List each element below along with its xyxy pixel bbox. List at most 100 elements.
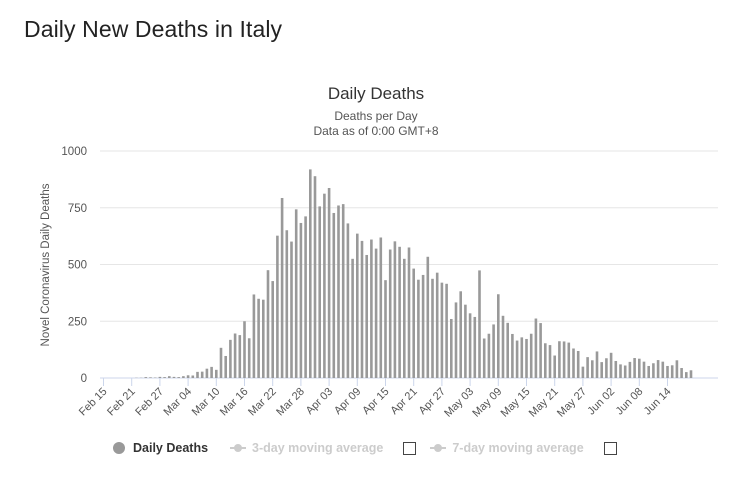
bar[interactable] [219,347,223,378]
bar[interactable] [243,321,246,378]
bar[interactable] [257,298,260,378]
bar[interactable] [576,350,580,378]
bar[interactable] [252,294,256,378]
bar[interactable] [341,204,345,378]
bar[interactable] [515,340,519,378]
bar[interactable] [440,282,444,378]
bar[interactable] [374,248,378,378]
bar[interactable] [172,376,176,378]
bar[interactable] [553,355,556,378]
bar[interactable] [271,281,274,378]
bar[interactable] [379,237,383,378]
bar[interactable] [666,365,669,378]
bar[interactable] [356,233,359,378]
legend-item-3day-average[interactable]: 3-day moving average [230,441,383,455]
bar[interactable] [215,369,218,378]
bar[interactable] [680,368,683,378]
bar[interactable] [459,291,462,378]
bar[interactable] [525,338,528,378]
bar[interactable] [506,322,509,378]
bar[interactable] [487,333,491,378]
bar[interactable] [205,368,209,378]
bar[interactable] [454,302,458,378]
bar[interactable] [365,254,368,378]
bar[interactable] [168,376,171,378]
bar[interactable] [182,376,185,378]
bar[interactable] [276,235,279,378]
bar[interactable] [591,360,594,378]
bar[interactable] [675,360,679,378]
bar[interactable] [323,193,326,378]
bar[interactable] [595,351,599,378]
bar[interactable] [186,375,190,378]
bar[interactable] [586,357,589,378]
bar[interactable] [351,258,354,378]
bar[interactable] [431,278,434,378]
bar[interactable] [370,239,373,378]
bar[interactable] [327,188,331,378]
bar[interactable] [511,333,514,378]
bar[interactable] [619,364,622,378]
bar[interactable] [661,361,665,378]
bar[interactable] [403,258,406,378]
bar[interactable] [628,361,632,378]
bar[interactable] [247,338,251,378]
bar[interactable] [191,375,195,379]
bar[interactable] [492,324,495,378]
bar[interactable] [567,342,571,378]
legend-item-7day-average[interactable]: 7-day moving average [430,441,584,455]
bar[interactable] [384,280,387,378]
bar[interactable] [685,372,688,378]
bar[interactable] [482,338,486,379]
bar[interactable] [501,315,505,378]
bar[interactable] [670,365,674,378]
bar[interactable] [445,283,448,378]
bar[interactable] [435,272,439,378]
bar[interactable] [346,223,350,378]
bar[interactable] [520,337,524,378]
bar[interactable] [647,365,650,378]
bar[interactable] [149,377,152,378]
bar[interactable] [656,360,660,378]
bar[interactable] [210,366,213,378]
bar[interactable] [360,240,364,378]
bar[interactable] [539,323,542,378]
bar[interactable] [158,376,162,378]
bar[interactable] [534,318,538,378]
bar[interactable] [417,279,420,378]
bar[interactable] [609,352,613,378]
bar[interactable] [144,377,148,378]
bar[interactable] [388,249,392,378]
legend-item-daily-deaths[interactable]: Daily Deaths [113,441,208,455]
bar[interactable] [623,365,627,378]
bar[interactable] [600,362,603,378]
bar[interactable] [196,371,199,378]
bar[interactable] [562,341,566,378]
bar[interactable] [309,169,312,378]
bar[interactable] [652,363,655,378]
bar[interactable] [229,339,232,378]
bar[interactable] [558,341,561,378]
bar[interactable] [581,366,585,378]
bar[interactable] [572,348,575,378]
bar[interactable] [529,333,533,378]
bar[interactable] [233,333,237,378]
checkbox-7day-average[interactable] [603,441,617,455]
bar[interactable] [337,205,340,378]
bar[interactable] [393,241,397,378]
bar[interactable] [313,176,317,378]
bar[interactable] [497,294,500,378]
bar[interactable] [177,377,180,378]
bar[interactable] [407,247,411,378]
bar[interactable] [332,212,336,378]
bar[interactable] [544,343,547,378]
bar[interactable] [473,316,477,378]
bar[interactable] [285,230,289,378]
bar[interactable] [238,335,242,378]
bar[interactable] [614,360,618,378]
bar[interactable] [398,246,401,378]
bar[interactable] [262,299,265,378]
bar[interactable] [478,270,481,378]
bar[interactable] [450,318,453,378]
bar[interactable] [318,206,321,378]
